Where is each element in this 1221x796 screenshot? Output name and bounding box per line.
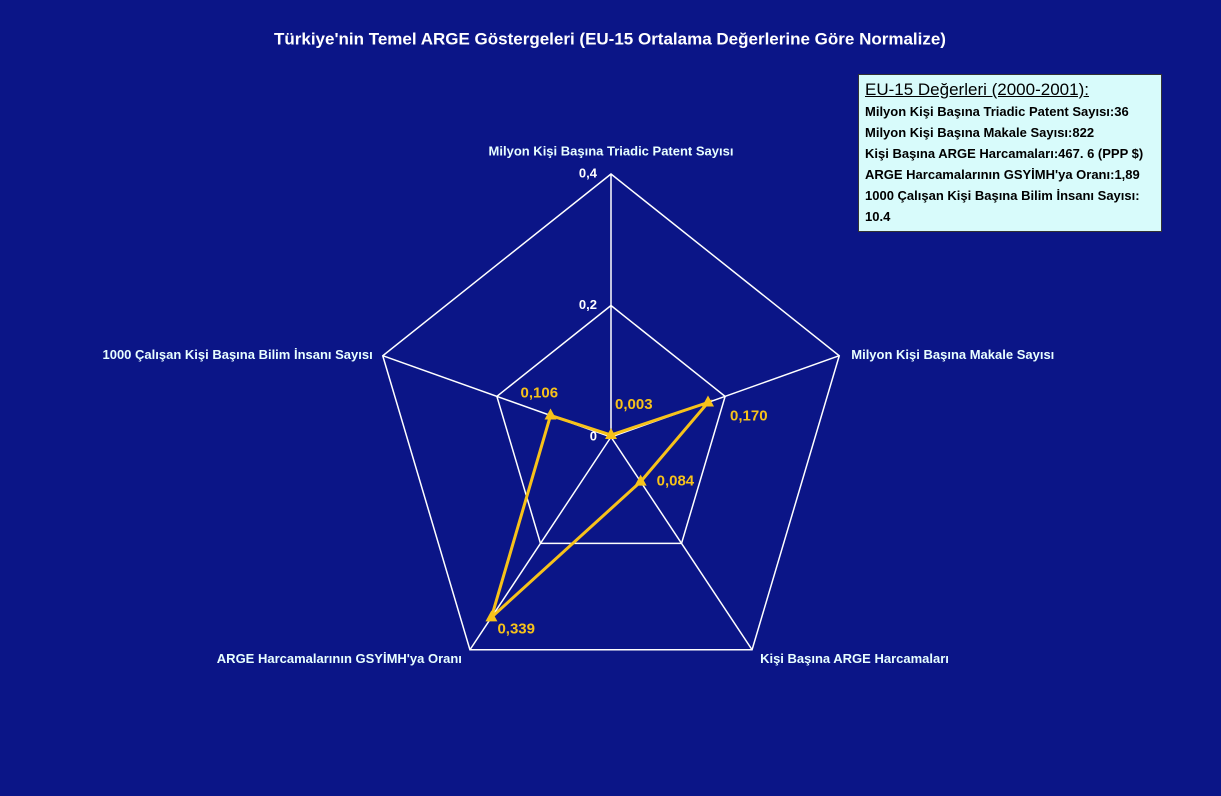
annotation-line: Milyon Kişi Başına Makale Sayısı:822 — [865, 125, 1095, 140]
category-label: 1000 Çalışan Kişi Başına Bilim İnsanı Sa… — [102, 347, 372, 362]
grid-ring — [496, 304, 726, 545]
annotation-box: EU-15 Değerleri (2000-2001): Milyon Kişi… — [858, 74, 1162, 232]
annotation-title: EU-15 Değerleri (2000-2001): — [865, 80, 1089, 99]
axis-line — [610, 436, 753, 651]
category-label: Milyon Kişi Başına Triadic Patent Sayısı — [489, 143, 734, 158]
category-label: ARGE Harcamalarının GSYİMH'ya Oranı — [217, 651, 462, 666]
r-tick-label: 0,2 — [579, 297, 597, 312]
series-line — [488, 399, 713, 623]
value-label: 0,003 — [615, 396, 653, 413]
value-label: 0,339 — [497, 620, 535, 637]
data-point — [634, 474, 647, 486]
data-point — [702, 395, 715, 407]
chart-title: Türkiye'nin Temel ARGE Göstergeleri (EU-… — [274, 29, 946, 48]
data-point — [605, 428, 617, 440]
r-tick-label: 0 — [590, 428, 597, 443]
value-label: 0,106 — [521, 384, 559, 401]
data-point — [485, 610, 498, 622]
grid-ring — [381, 173, 841, 651]
annotation-line: ARGE Harcamalarının GSYİMH'ya Oranı:1,89 — [865, 167, 1140, 182]
r-tick-label: 0,4 — [579, 165, 598, 180]
value-label: 0,084 — [657, 473, 695, 490]
data-point — [544, 408, 557, 420]
annotation-line: 1000 Çalışan Kişi Başına Bilim İnsanı Sa… — [865, 188, 1140, 224]
annotation-line: Kişi Başına ARGE Harcamaları:467. 6 (PPP… — [865, 146, 1144, 161]
category-label: Kişi Başına ARGE Harcamaları — [760, 651, 949, 666]
category-label: Milyon Kişi Başına Makale Sayısı — [851, 347, 1054, 362]
annotation-line: Milyon Kişi Başına Triadic Patent Sayısı… — [865, 104, 1129, 119]
value-label: 0,170 — [730, 407, 768, 424]
